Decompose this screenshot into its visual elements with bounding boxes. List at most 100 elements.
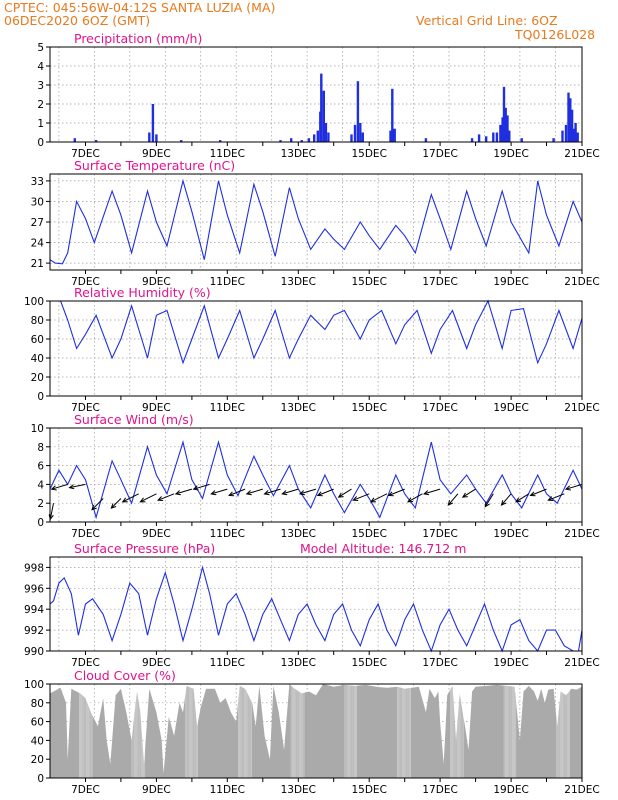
x-tick-label: 9DEC — [142, 657, 171, 669]
y-tick-label: 30 — [31, 196, 44, 208]
x-tick-label: 11DEC — [210, 528, 245, 540]
precipitation-bar — [561, 130, 564, 142]
precipitation-bar — [492, 132, 495, 142]
plot-frame — [49, 300, 583, 397]
wind-vector-head — [281, 490, 288, 496]
precipitation-bar — [356, 81, 360, 142]
precipitation-bar — [316, 130, 319, 142]
y-tick-label: 998 — [24, 562, 44, 574]
precipitation-bar — [279, 140, 282, 142]
wind-vector — [462, 488, 476, 498]
precipitation-bar — [393, 128, 396, 142]
x-tick-label: 13DEC — [281, 276, 316, 288]
panel-annotation: Model Altitude: 146.712 m — [300, 541, 466, 556]
wind-vector-head — [121, 497, 128, 503]
x-tick-label: 15DEC — [351, 528, 386, 540]
precipitation-bar — [564, 124, 568, 142]
wind-vector — [423, 488, 441, 495]
wind-vector-head — [461, 492, 468, 498]
precipitation-bar — [501, 117, 504, 142]
wind-vector-head — [484, 501, 490, 508]
y-tick-label: 20 — [31, 754, 44, 766]
precipitation-bar — [502, 86, 506, 142]
wind-vector — [211, 488, 228, 495]
x-tick-label: 13DEC — [281, 784, 316, 796]
wind-vector — [353, 493, 370, 501]
header-grid-note: Vertical Grid Line: 6OZ — [416, 13, 558, 28]
wind-vector — [484, 493, 494, 507]
x-tick-label: 7DEC — [71, 276, 100, 288]
x-tick-label: 13DEC — [281, 148, 316, 160]
x-tick-label: 19DEC — [493, 402, 528, 414]
precipitation-bar — [506, 115, 509, 142]
header-run-date: 06DEC2020 6OZ (GMT) — [4, 13, 151, 28]
wind-vector — [407, 493, 423, 503]
wind-vector-head — [447, 500, 454, 506]
precipitation-bar — [324, 123, 328, 142]
wind-vector-head — [387, 491, 394, 497]
y-tick-label: 1 — [37, 118, 44, 130]
x-tick-label: 19DEC — [493, 528, 528, 540]
x-tick-label: 13DEC — [281, 402, 316, 414]
series-line — [49, 178, 583, 265]
y-tick-label: 994 — [24, 604, 44, 616]
x-tick-label: 19DEC — [493, 276, 528, 288]
wind-vector — [51, 483, 68, 490]
y-tick-label: 4 — [37, 61, 44, 73]
y-tick-label: 24 — [31, 238, 45, 250]
wind-vector — [548, 493, 565, 501]
series-line — [49, 440, 583, 520]
precipitation-bar — [424, 138, 428, 142]
wind-vector — [193, 483, 210, 490]
wind-vector — [110, 498, 122, 509]
precipitation-bar — [359, 123, 362, 142]
y-tick-label: 100 — [24, 679, 44, 691]
wind-vector-head — [139, 497, 146, 503]
y-tick-label: 6 — [37, 461, 44, 473]
y-tick-label: 0 — [37, 517, 44, 529]
precipitation-bar — [320, 73, 323, 142]
cloud-cover-area — [50, 684, 582, 778]
precipitation-bar — [361, 132, 364, 142]
wind-vector-head — [500, 500, 507, 506]
x-tick-label: 15DEC — [351, 148, 386, 160]
y-tick-label: 5 — [37, 42, 44, 54]
wind-vector — [370, 493, 388, 503]
y-tick-label: 992 — [24, 625, 44, 637]
wind-vector — [338, 488, 352, 498]
x-tick-label: 7DEC — [71, 784, 100, 796]
x-tick-label: 11DEC — [210, 276, 245, 288]
x-tick-label: 19DEC — [493, 657, 528, 669]
x-tick-label: 9DEC — [142, 402, 171, 414]
wind-vector-head — [50, 485, 57, 491]
wind-vector-head — [228, 491, 235, 497]
wind-vector-head — [352, 496, 359, 501]
precipitation-bar — [520, 138, 523, 142]
x-tick-label: 21DEC — [564, 528, 599, 540]
precipitation-bar — [180, 140, 183, 142]
x-tick-label: 15DEC — [351, 657, 386, 669]
x-tick-label: 13DEC — [281, 657, 316, 669]
wind-vector-head — [369, 497, 376, 503]
panel-title: Surface Temperature (nC) — [74, 158, 235, 173]
panel-title: Relative Humidity (%) — [74, 285, 211, 300]
x-tick-label: 17DEC — [422, 528, 457, 540]
x-tick-label: 7DEC — [71, 528, 100, 540]
precipitation-bar — [576, 132, 579, 142]
x-tick-label: 17DEC — [422, 784, 457, 796]
precipitation-bar — [73, 138, 76, 142]
precipitation-bar — [313, 134, 316, 142]
panel-title: Cloud Cover (%) — [74, 668, 176, 683]
precipitation-bar — [569, 98, 572, 142]
x-tick-label: 15DEC — [351, 402, 386, 414]
x-tick-label: 21DEC — [564, 784, 599, 796]
plot-frame — [49, 683, 583, 779]
panel-title: Surface Pressure (hPa) — [74, 541, 215, 556]
wind-vector-head — [423, 490, 430, 496]
wind-vector — [317, 488, 334, 496]
header-model-code: TQ0126L028 — [515, 27, 596, 42]
precipitation-bar — [470, 138, 474, 142]
wind-vector-head — [547, 496, 554, 501]
wind-vector-head — [337, 492, 344, 498]
x-tick-label: 9DEC — [142, 784, 171, 796]
